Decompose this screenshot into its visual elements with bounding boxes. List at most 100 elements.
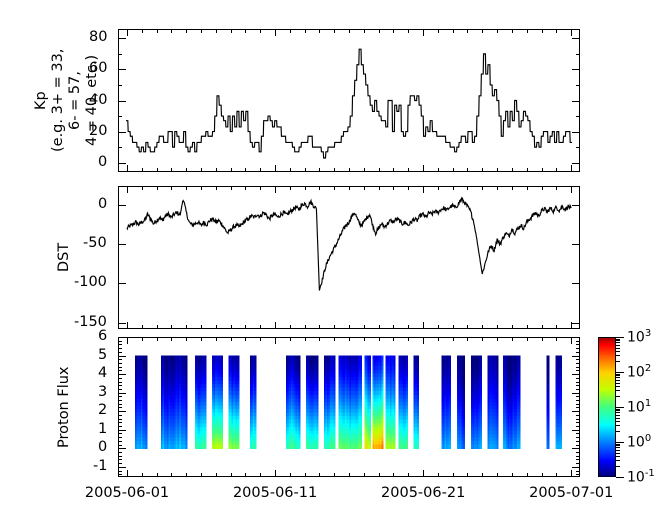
x-major-tick-top [127,337,129,344]
x-minor-tick [260,325,262,329]
y-minor-tick-right [576,382,580,384]
colorbar-tick-label: 103 [627,328,651,346]
x-minor-tick [438,168,440,172]
y-minor-tick-right [576,441,580,443]
x-minor-tick [305,325,307,329]
y-minor-tick-right [576,348,580,350]
x-minor-tick [171,473,173,477]
x-minor-tick [482,168,484,172]
x-minor-tick [142,325,144,329]
x-minor-tick [379,168,381,172]
x-minor-tick [142,473,144,477]
x-minor-tick [290,168,292,172]
x-minor-tick [393,168,395,172]
x-minor-tick-top [364,337,366,341]
x-minor-tick-top [245,186,247,190]
x-minor-tick [334,473,336,477]
x-minor-tick [512,325,514,329]
x-minor-tick-top [542,337,544,341]
x-minor-tick-top [305,29,307,33]
y-tick-label: 1 [98,420,108,437]
x-minor-tick-top [408,337,410,341]
x-minor-tick-top [379,29,381,33]
x-minor-tick-top [290,337,292,341]
x-minor-tick-top [157,337,159,341]
x-minor-tick [512,473,514,477]
x-major-tick [275,165,277,172]
colorbar-minor-tick [616,340,620,342]
y-minor-tick-right [576,407,580,409]
y-minor-tick-right [576,54,580,56]
x-major-tick [423,165,425,172]
x-minor-tick [542,473,544,477]
x-minor-tick-top [364,29,366,33]
y-minor-tick [118,426,122,428]
x-minor-tick-top [260,186,262,190]
x-minor-tick-top [305,186,307,190]
y-major-tick-right [572,356,580,358]
x-minor-tick [201,325,203,329]
colorbar-minor-tick [616,375,620,377]
x-minor-tick [334,325,336,329]
x-minor-tick-top [482,337,484,341]
y-major-tick-right [572,283,580,285]
y-minor-tick [118,367,122,369]
y-tick-label: -150 [74,313,107,330]
x-minor-tick [364,168,366,172]
proton-flux-spectrogram [119,338,579,476]
colorbar-minor-tick [616,355,620,357]
y-minor-tick-right [576,367,580,369]
y-major-tick [118,101,126,103]
y-minor-tick [118,396,122,398]
colorbar-exponent: 2 [644,363,652,374]
x-minor-tick [467,168,469,172]
x-minor-tick [245,473,247,477]
x-minor-tick-top [334,186,336,190]
y-minor-tick [118,445,122,447]
colorbar-minor-tick [616,418,620,420]
y-major-tick [118,393,126,395]
colorbar-exponent: 0 [644,433,652,444]
x-minor-tick [349,168,351,172]
colorbar-minor-tick [616,445,620,447]
x-major-tick [423,322,425,329]
colorbar-minor-tick [616,383,620,385]
y-minor-tick [118,415,122,417]
x-minor-tick [319,168,321,172]
x-minor-tick-top [157,29,159,33]
x-minor-tick-top [556,186,558,190]
x-minor-tick-top [290,186,292,190]
y-tick-label: 0 [98,153,108,170]
y-major-tick [118,448,126,450]
y-minor-tick-right [576,452,580,454]
y-minor-tick [118,471,122,473]
x-minor-tick-top [319,337,321,341]
y-minor-tick [118,463,122,465]
colorbar-minor-tick [616,386,620,388]
y-major-tick [118,205,126,207]
y-axis-label-dst: DST [56,242,72,272]
colorbar-minor-tick [616,447,620,449]
x-major-tick [127,322,129,329]
x-minor-tick [408,168,410,172]
y-major-tick-right [572,69,580,71]
x-minor-tick-top [260,29,262,33]
x-minor-tick [231,473,233,477]
colorbar-minor-tick [616,374,620,376]
y-major-tick [118,411,126,413]
y-minor-tick-right [576,378,580,380]
x-minor-tick-top [201,29,203,33]
y-axis-label-kp: 4 = 40, etc.) [84,54,100,146]
y-major-tick-right [572,374,580,376]
colorbar-tick-label: 101 [627,398,651,416]
y-tick-label: -1 [93,457,108,474]
x-major-tick-top [127,29,129,36]
colorbar-minor-tick [616,450,620,452]
x-minor-tick-top [542,29,544,33]
x-minor-tick [171,325,173,329]
y-tick-label: 0 [98,195,108,212]
x-major-tick-top [275,337,277,344]
y-minor-tick-right [576,344,580,346]
y-minor-tick-right [576,147,580,149]
